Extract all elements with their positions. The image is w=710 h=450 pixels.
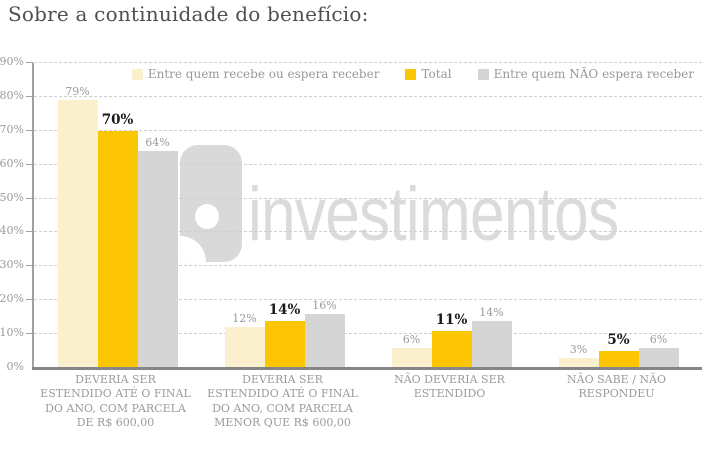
bar-series2-cat0: [137, 151, 178, 368]
value-label: 14%: [479, 305, 504, 319]
legend-label: Entre quem recebe ou espera receber: [147, 67, 380, 81]
bar-series1-cat2: [431, 330, 472, 368]
y-tick: [26, 265, 33, 267]
bar-slot: 6%: [391, 63, 432, 368]
gridline-20%: [26, 299, 702, 301]
chart-title: Sobre a continuidade do benefício:: [8, 2, 369, 26]
bar-series0-cat2: [391, 347, 432, 368]
gridline-70%: [26, 129, 702, 131]
bar-slot: 14%: [264, 63, 305, 368]
y-axis-label: 20%: [0, 292, 24, 306]
bar-series2-cat1: [304, 313, 345, 368]
bar-group-1: 12% 14% 16%: [201, 63, 368, 368]
gridline-80%: [26, 95, 702, 97]
x-axis-line: [32, 367, 702, 370]
category-labels: DEVERIA SER ESTENDIDO ATÉ O FINAL DO ANO…: [32, 373, 700, 430]
gridline-30%: [26, 265, 702, 267]
y-tick: [26, 62, 33, 63]
legend-label: Entre quem NÃO espera receber: [493, 67, 694, 81]
legend-swatch-icon: [477, 68, 489, 80]
value-label: 79%: [65, 85, 90, 99]
bar-slot: 16%: [304, 63, 345, 368]
category-label-0: DEVERIA SER ESTENDIDO ATÉ O FINAL DO ANO…: [40, 373, 191, 429]
bar-group-3: 3% 5% 6%: [535, 63, 702, 368]
legend-item-0: Entre quem recebe ou espera receber: [131, 67, 380, 81]
bar-slot: 64%: [137, 63, 178, 368]
legend-swatch-icon: [131, 68, 143, 80]
value-label: 5%: [607, 332, 630, 349]
bar-series1-cat3: [598, 351, 639, 368]
category-label-2: NÃO DEVERIA SER ESTENDIDO: [394, 373, 505, 401]
value-label: 11%: [435, 311, 468, 328]
bar-slot: 3%: [558, 63, 599, 368]
y-tick: [26, 95, 33, 97]
bar-series2-cat3: [638, 347, 679, 368]
y-tick: [26, 129, 33, 131]
bar-groups: 79% 70% 64% 12% 14% 16% 6% 11% 14% 3% 5% 6%: [34, 63, 702, 368]
y-tick: [26, 299, 33, 301]
value-label: 14%: [268, 301, 301, 318]
y-tick: [26, 197, 33, 199]
gridline-50%: [26, 197, 702, 199]
value-label: 12%: [232, 312, 257, 326]
value-label: 16%: [312, 298, 337, 312]
bar-series0-cat1: [224, 327, 265, 368]
gridline-10%: [26, 333, 702, 335]
legend-label: Total: [421, 67, 452, 81]
bar-slot: 14%: [471, 63, 512, 368]
value-label: 3%: [569, 342, 588, 356]
category-label-1: DEVERIA SER ESTENDIDO ATÉ O FINAL DO ANO…: [207, 373, 358, 429]
y-axis-label: 40%: [0, 224, 24, 238]
y-axis-label: 90%: [0, 55, 24, 68]
y-axis-label: 30%: [0, 258, 24, 272]
bar-slot: 6%: [638, 63, 679, 368]
bar-series2-cat2: [471, 320, 512, 368]
legend: Entre quem recebe ou espera receber Total…: [34, 67, 702, 81]
y-tick: [26, 163, 33, 165]
plot-area: investimentos 0% 10% 20% 30% 40% 50% 60% 70% 80%…: [0, 55, 702, 373]
y-axis-label: 0%: [6, 360, 24, 373]
bar-slot: 12%: [224, 63, 265, 368]
bar-group-0: 79% 70% 64%: [34, 63, 201, 368]
category-label-3: NÃO SABE / NÃO RESPONDEU: [567, 373, 666, 401]
bar-slot: 70%: [97, 63, 138, 368]
y-tick: [26, 333, 33, 335]
legend-swatch-icon: [405, 68, 417, 80]
bar-slot: 5%: [598, 63, 639, 368]
value-label: 64%: [145, 136, 170, 150]
gridline-60%: [26, 163, 702, 165]
value-label: 6%: [402, 332, 421, 346]
bar-slot: 11%: [431, 63, 472, 368]
bar-group-2: 6% 11% 14%: [368, 63, 535, 368]
y-axis-label: 50%: [0, 190, 24, 204]
y-axis-label: 10%: [0, 326, 24, 340]
bar-series1-cat1: [264, 320, 305, 368]
bar-slot: 79%: [57, 63, 98, 368]
gridline-40%: [26, 231, 702, 233]
y-axis-label: 60%: [0, 156, 24, 170]
value-label: 70%: [101, 111, 134, 128]
y-axis-label: 70%: [0, 122, 24, 136]
value-label: 6%: [649, 332, 668, 346]
gridline-90%: [26, 62, 702, 63]
bar-series0-cat3: [558, 357, 599, 368]
legend-item-2: Entre quem NÃO espera receber: [477, 67, 694, 81]
y-tick: [26, 231, 33, 233]
y-axis-label: 80%: [0, 88, 24, 102]
bar-series0-cat0: [57, 100, 98, 368]
legend-item-1: Total: [405, 67, 452, 81]
bar-series1-cat0: [97, 130, 138, 368]
